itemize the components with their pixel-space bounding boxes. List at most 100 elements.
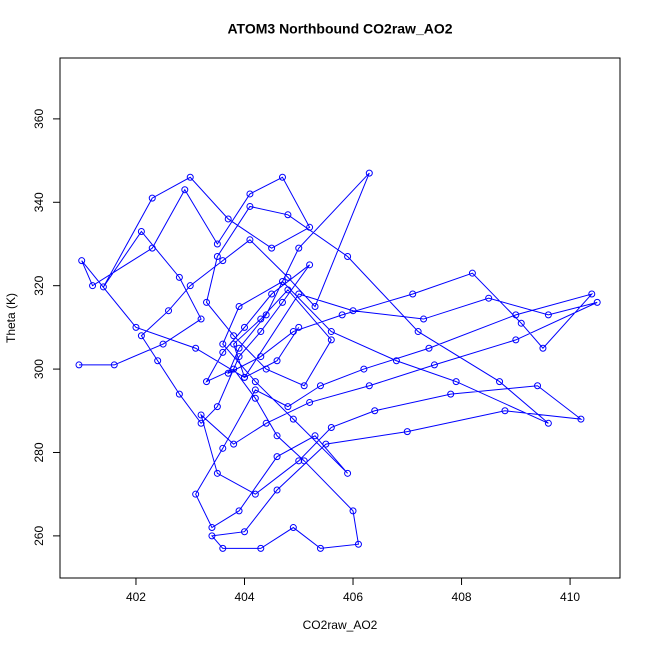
data-point (354, 540, 362, 548)
data-point (403, 428, 411, 436)
data-point (230, 440, 238, 448)
data-point (224, 215, 232, 223)
data-point (257, 353, 265, 361)
data-point (203, 378, 211, 386)
data-point (316, 544, 324, 552)
data-point (192, 344, 200, 352)
data-point (278, 173, 286, 181)
data-point (322, 440, 330, 448)
data-point (197, 315, 205, 323)
data-point (485, 294, 493, 302)
data-point (273, 486, 281, 494)
data-point (230, 340, 238, 348)
data-point (344, 469, 352, 477)
data-point (534, 382, 542, 390)
data-point (512, 336, 520, 344)
data-point (99, 283, 107, 291)
data-point (154, 357, 162, 365)
data-point (577, 415, 585, 423)
data-point (213, 240, 221, 248)
data-point (132, 323, 140, 331)
data-point (300, 457, 308, 465)
data-point (420, 315, 428, 323)
data-point (219, 544, 227, 552)
y-tick-label: 260 (32, 526, 46, 546)
data-point (273, 357, 281, 365)
data-point (278, 278, 286, 286)
data-point (295, 323, 303, 331)
data-point (246, 202, 254, 210)
y-tick-label: 360 (32, 109, 46, 129)
data-point (230, 332, 238, 340)
data-point (251, 394, 259, 402)
data-point (501, 407, 509, 415)
data-point (230, 365, 238, 373)
data-point (235, 303, 243, 311)
data-point (284, 211, 292, 219)
data-point (203, 298, 211, 306)
data-point (246, 190, 254, 198)
data-point (278, 298, 286, 306)
data-point (273, 453, 281, 461)
data-point (306, 398, 314, 406)
data-point (588, 290, 596, 298)
data-point (338, 311, 346, 319)
data-point (517, 319, 525, 327)
data-point (246, 236, 254, 244)
data-point (240, 528, 248, 536)
data-point (257, 328, 265, 336)
data-point (273, 432, 281, 440)
data-point (148, 194, 156, 202)
data-point (137, 332, 145, 340)
x-tick-label: 402 (126, 590, 146, 604)
data-point (219, 444, 227, 452)
x-tick-label: 410 (560, 590, 580, 604)
data-point (262, 419, 270, 427)
data-point (110, 361, 118, 369)
data-point (257, 315, 265, 323)
data-point (175, 390, 183, 398)
data-point (327, 328, 335, 336)
y-tick-label: 340 (32, 192, 46, 212)
data-point (295, 244, 303, 252)
data-point (208, 524, 216, 532)
data-point (213, 469, 221, 477)
data-point (181, 186, 189, 194)
data-point (284, 403, 292, 411)
chart-title: ATOM3 Northbound CO2raw_AO2 (227, 21, 452, 37)
data-point (219, 348, 227, 356)
data-point (197, 411, 205, 419)
data-point (137, 227, 145, 235)
data-point (251, 386, 259, 394)
data-point (311, 432, 319, 440)
data-point (371, 407, 379, 415)
data-point (300, 382, 308, 390)
data-point (186, 173, 194, 181)
data-point (235, 344, 243, 352)
data-point (78, 257, 86, 265)
x-tick-label: 404 (234, 590, 254, 604)
data-point (208, 532, 216, 540)
data-point (268, 244, 276, 252)
y-axis-label: Theta (K) (4, 293, 18, 343)
data-point (544, 419, 552, 427)
data-point (219, 340, 227, 348)
data-point (295, 290, 303, 298)
data-point (284, 286, 292, 294)
data-point (257, 544, 265, 552)
data-point (414, 328, 422, 336)
data-point (175, 273, 183, 281)
data-point (468, 269, 476, 277)
data-point (349, 507, 357, 515)
data-point (496, 378, 504, 386)
data-point (224, 369, 232, 377)
data-point (593, 298, 601, 306)
data-point (306, 223, 314, 231)
data-point (295, 457, 303, 465)
data-point (192, 490, 200, 498)
data-point (213, 252, 221, 260)
x-axis-label: CO2raw_AO2 (303, 618, 378, 632)
y-tick-label: 320 (32, 275, 46, 295)
data-point (512, 311, 520, 319)
